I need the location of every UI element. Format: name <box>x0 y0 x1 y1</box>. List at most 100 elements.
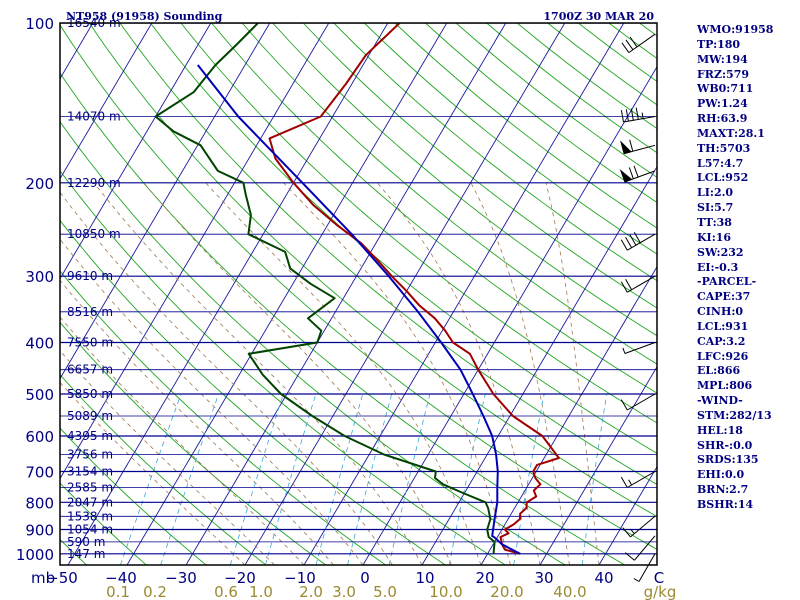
wind-barb-staff <box>627 393 656 411</box>
index-item: TT:38 <box>697 215 732 229</box>
index-item: BSHR:14 <box>697 498 754 511</box>
grid-lines <box>60 23 657 565</box>
dry-adiabat-line <box>241 23 657 365</box>
temperature-tick-label: 40 <box>594 569 613 587</box>
mixing-ratio-line <box>315 393 364 565</box>
height-label: 14070 m <box>67 110 121 124</box>
mixing-ratio-label: 3.0 <box>332 583 356 600</box>
dry-adiabat-line <box>60 72 626 565</box>
wind-barb-flag <box>625 237 633 248</box>
wind-barb-flag <box>624 552 635 561</box>
mixing-ratio-label: 40.0 <box>553 583 586 600</box>
isotherm-line <box>303 23 625 565</box>
temperature-tick-label: 10 <box>415 569 434 587</box>
pressure-tick-label: 800 <box>25 494 54 512</box>
pressure-tick-label: 500 <box>25 386 54 404</box>
wind-barb-flag <box>621 42 630 53</box>
temperature-line <box>268 23 560 555</box>
height-label: 5089 m <box>67 409 113 423</box>
wind-barb-staff <box>627 233 656 251</box>
temperature-tick-label: −30 <box>165 569 197 587</box>
dry-adiabat-line <box>333 23 657 282</box>
height-label: 12290 m <box>67 176 121 190</box>
isotherm-line <box>362 65 657 565</box>
index-item: KI:16 <box>697 230 732 244</box>
temperature-tick-label: 20 <box>475 569 494 587</box>
isotherm-line <box>185 23 507 565</box>
index-item: EHI:0.0 <box>697 468 745 482</box>
index-item: HEL:18 <box>697 423 743 437</box>
wind-barb-flag <box>620 399 628 411</box>
index-item: TH:5703 <box>697 141 751 155</box>
index-item: EI:-0.3 <box>697 260 739 274</box>
mixing-ratio-line <box>229 393 284 565</box>
height-label: 5850 m <box>67 387 113 401</box>
wind-barb-half-flag <box>628 479 633 486</box>
isotherm-line <box>539 365 657 565</box>
isotherm-line <box>60 23 153 180</box>
moist-adiabat-line <box>60 316 305 565</box>
isotherm-line <box>598 465 657 565</box>
mixing-ratio-label: 0.6 <box>214 583 238 600</box>
moist-adiabat-line <box>283 182 511 565</box>
wind-barb-flag <box>620 110 624 123</box>
moist-adiabat-line <box>60 191 393 565</box>
mixing-ratio-line <box>265 393 317 565</box>
moist-adiabat-line <box>60 279 334 565</box>
isotherm-line <box>67 23 389 565</box>
pressure-tick-label: 100 <box>25 15 54 33</box>
mixing-ratio-line <box>513 393 545 565</box>
wind-barb-staff <box>623 116 656 123</box>
dry-adiabat-line <box>363 23 657 255</box>
mixing-ratio-line <box>120 393 182 565</box>
wind-barb-flag <box>620 239 628 251</box>
temperature-tick-label: C <box>654 569 664 587</box>
height-label: 4395 m <box>67 429 113 443</box>
index-item: WMO:91958 <box>697 23 774 36</box>
moist-adiabat-line <box>60 381 246 565</box>
mixing-ratio-label: 5.0 <box>373 583 397 600</box>
mixing-ratio-line <box>347 393 393 565</box>
wind-barb-flag <box>629 234 637 246</box>
indices-panel: WMO:91958 TP:180 MW:194 FRZ:579 WB0:711 PW:1.… <box>697 23 800 513</box>
index-item: EL:866 <box>697 364 741 378</box>
height-label: 9610 m <box>67 269 113 283</box>
dry-adiabat-line <box>211 23 657 394</box>
moist-adiabat-line <box>93 182 423 565</box>
height-label: 1054 m <box>67 523 113 537</box>
index-item: CAPE:37 <box>697 290 751 304</box>
wind-barbs <box>619 33 656 582</box>
moist-adiabat-line <box>143 182 452 565</box>
wind-barb-half-flag <box>630 528 635 534</box>
moist-adiabat-line <box>545 182 600 565</box>
wind-barb-flag <box>633 165 639 178</box>
parcel-line <box>197 64 521 555</box>
pressure-tick-label: 1000 <box>16 546 54 564</box>
wind-barb-flag <box>630 108 634 121</box>
wind-barb-flag <box>625 39 634 50</box>
index-item: PW:1.24 <box>697 97 748 111</box>
index-item: FRZ:579 <box>697 67 750 81</box>
pressure-tick-label: 700 <box>25 464 54 482</box>
mixing-ratio-label: 20.0 <box>490 583 523 600</box>
temperature-tick-label: −10 <box>284 569 316 587</box>
index-item: -PARCEL- <box>697 275 757 289</box>
height-label: 10850 m <box>67 227 121 241</box>
height-label: 7550 m <box>67 336 113 350</box>
isotherm-line <box>60 23 212 280</box>
isotherm-line <box>60 23 271 380</box>
height-label: 2585 m <box>67 480 113 494</box>
temperature-tick-label: −20 <box>224 569 256 587</box>
moist-adiabat-line <box>60 238 364 565</box>
wind-barb-flag <box>628 167 634 179</box>
wind-barb-staff <box>628 33 656 54</box>
mixing-ratio-label: 2.0 <box>299 583 323 600</box>
height-label: 3756 m <box>67 448 113 462</box>
chart-title: NT958 (91958) Sounding <box>66 10 223 23</box>
moist-adiabat-line <box>376 182 541 565</box>
dry-adiabat-line <box>180 23 657 424</box>
dry-adiabat-line <box>60 219 446 565</box>
index-item: SI:5.7 <box>697 201 734 215</box>
wind-barb-half-flag <box>641 112 644 119</box>
